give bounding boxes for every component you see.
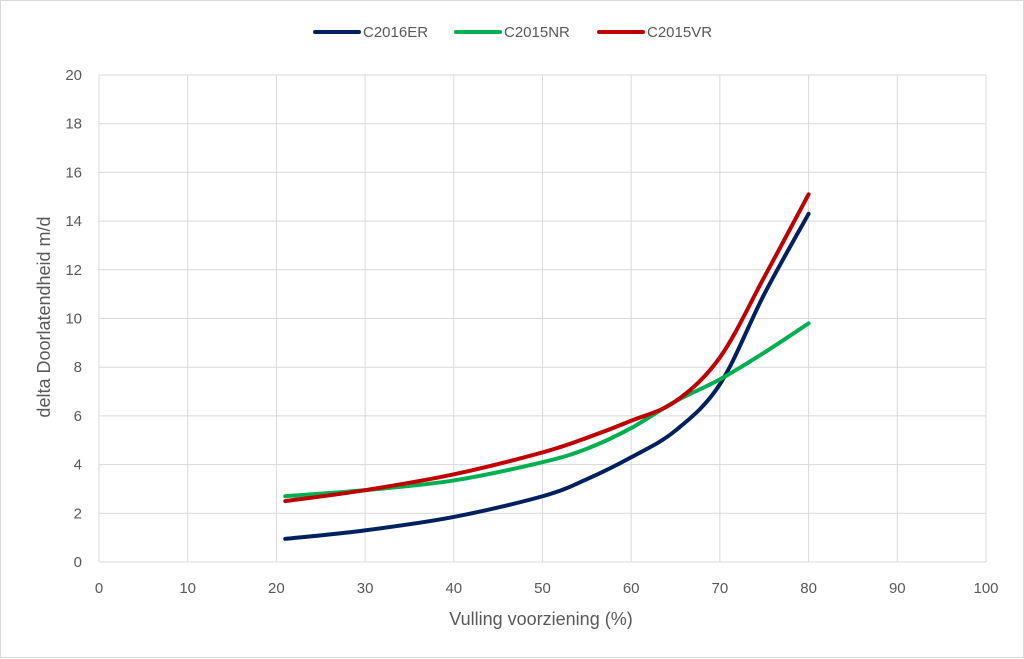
x-tick-label: 100 (973, 580, 998, 597)
x-tick-label: 60 (623, 580, 640, 597)
legend-label: C2015VR (647, 24, 712, 41)
y-axis-title: delta Doorlatendheid m/d (34, 216, 54, 417)
legend-label: C2015NR (504, 24, 570, 41)
y-tick-label: 8 (74, 359, 82, 376)
series-line-c2015vr (283, 192, 811, 504)
legend-label: C2016ER (363, 24, 428, 41)
y-tick-label: 12 (65, 262, 82, 279)
series-line-c2015nr (283, 321, 811, 499)
x-tick-label: 70 (712, 580, 729, 597)
y-tick-label: 18 (65, 116, 82, 133)
x-tick-label: 10 (179, 580, 196, 597)
y-tick-label: 6 (74, 408, 82, 425)
grid (98, 74, 987, 563)
x-axis: 0 10 20 30 40 50 60 70 80 90 100 (95, 580, 999, 597)
y-tick-label: 10 (65, 311, 82, 328)
x-tick-label: 90 (889, 580, 906, 597)
x-tick-label: 80 (800, 580, 817, 597)
y-tick-label: 20 (65, 67, 82, 84)
series-lines (283, 192, 811, 541)
y-tick-label: 14 (65, 213, 82, 230)
x-axis-title: Vulling voorziening (%) (449, 609, 632, 629)
x-tick-label: 0 (95, 580, 103, 597)
x-tick-label: 20 (268, 580, 285, 597)
legend: C2016ER C2015NR C2015VR (313, 24, 712, 41)
y-tick-label: 16 (65, 164, 82, 181)
y-tick-label: 0 (74, 554, 82, 571)
series-line-c2016er (283, 211, 811, 541)
x-tick-label: 50 (534, 580, 551, 597)
y-tick-label: 2 (74, 505, 82, 522)
x-tick-label: 40 (445, 580, 462, 597)
y-tick-label: 4 (74, 457, 82, 474)
x-tick-label: 30 (357, 580, 374, 597)
y-axis: 0 2 4 6 8 10 12 14 16 18 20 (65, 67, 82, 571)
